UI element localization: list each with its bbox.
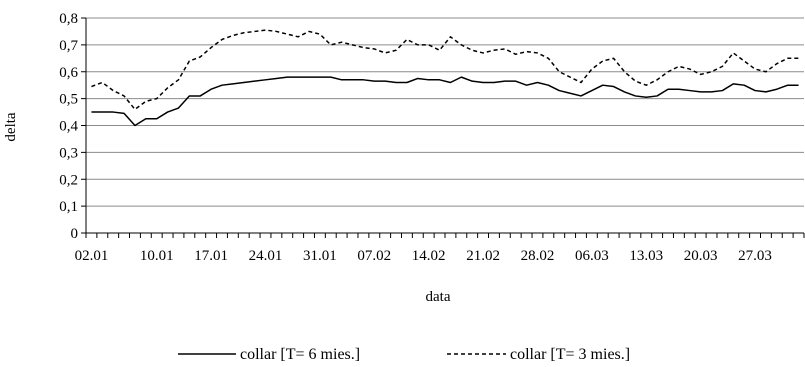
- legend-label-series-1: collar [T= 6 mies.]: [240, 346, 360, 363]
- y-tick-label: 0,1: [59, 199, 78, 215]
- x-tick-label: 17.01: [194, 248, 228, 264]
- y-tick-label: 0,7: [59, 38, 78, 54]
- x-axis-title: data: [426, 289, 451, 305]
- x-tick-label: 21.02: [466, 248, 500, 264]
- x-tick-label: 24.01: [249, 248, 283, 264]
- y-tick-label: 0,8: [59, 11, 78, 27]
- y-tick-label: 0,2: [59, 172, 78, 188]
- x-tick-label: 10.01: [140, 248, 174, 264]
- series-line-2: [91, 29, 799, 111]
- series-line-1: [91, 76, 799, 127]
- x-tick-label: 13.03: [629, 248, 663, 264]
- series-layer: [91, 29, 799, 127]
- x-tick-label: 07.02: [357, 248, 391, 264]
- y-axis-title: delta: [3, 112, 19, 141]
- y-tick-label: 0: [71, 226, 79, 242]
- x-tick-label: 06.03: [575, 248, 609, 264]
- x-tick-label: 31.01: [303, 248, 337, 264]
- y-tick-label: 0,3: [59, 145, 78, 161]
- legend: collar [T= 6 mies.] collar [T= 3 mies.]: [178, 346, 630, 363]
- y-tick-label: 0,6: [59, 65, 78, 81]
- x-tick-label: 02.01: [75, 248, 109, 264]
- x-tick-label: 14.02: [412, 248, 446, 264]
- x-tick-label: 20.03: [684, 248, 718, 264]
- axes: [81, 17, 805, 238]
- grid-lines: [86, 17, 804, 207]
- x-tick-label: 28.02: [521, 248, 555, 264]
- y-tick-label: 0,5: [59, 92, 78, 108]
- x-tick-label: 27.03: [738, 248, 772, 264]
- legend-label-series-2: collar [T= 3 mies.]: [510, 346, 630, 363]
- y-tick-label: 0,4: [59, 119, 78, 135]
- x-tick-labels: 02.01 10.01 17.01 24.01 31.01 07.02 14.02 21.02…: [75, 248, 772, 264]
- y-tick-labels: 0 0,1 0,2 0,3 0,4 0,5 0,6 0,7 0,8: [59, 11, 78, 242]
